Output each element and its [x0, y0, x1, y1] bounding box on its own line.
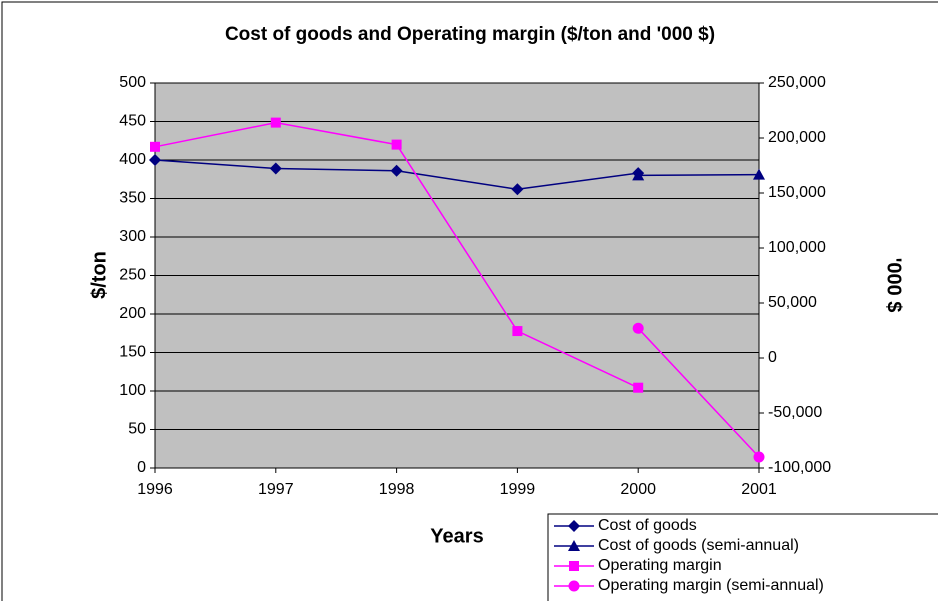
marker [633, 382, 644, 393]
marker [632, 169, 645, 181]
marker [269, 162, 282, 175]
y2-tick-label: 200,000 [768, 129, 826, 146]
y-tick-label: 100 [119, 382, 146, 399]
series-line [638, 173, 760, 177]
y2-tick-label: 250,000 [768, 74, 826, 91]
marker [390, 164, 403, 177]
marker [632, 322, 644, 334]
marker [149, 154, 161, 166]
y2-tick-label: 100,000 [768, 239, 826, 256]
marker [568, 520, 580, 532]
series-line [637, 327, 760, 458]
x-tick-label: 2000 [620, 481, 656, 498]
x-tick-label: 2001 [741, 481, 777, 498]
marker [569, 561, 579, 571]
legend-box [547, 513, 938, 601]
marker [568, 540, 580, 551]
y-tick-label: 450 [119, 113, 146, 130]
y2-axis-label: '000 $ [883, 258, 905, 313]
marker [512, 326, 523, 337]
marker [753, 451, 765, 463]
marker [150, 141, 160, 152]
y2-tick-label: 50,000 [768, 294, 817, 311]
legend-label: Operating margin (semi-annual) [598, 577, 824, 594]
marker [391, 139, 402, 150]
x-axis-label: Years [430, 525, 483, 547]
y-tick-label: 400 [119, 151, 146, 168]
chart-title: Cost of goods and Operating margin ($/to… [225, 24, 715, 45]
x-tick-label: 1996 [137, 481, 173, 498]
marker [753, 168, 765, 180]
x-tick-label: 1998 [379, 481, 415, 498]
x-tick-label: 1997 [258, 481, 294, 498]
y2-tick-label: -100,000 [768, 459, 831, 476]
y-tick-label: 200 [119, 305, 146, 322]
y-tick-label: 300 [119, 228, 146, 245]
marker [511, 183, 524, 196]
y2-tick-label: 0 [768, 349, 777, 366]
marker [270, 117, 281, 128]
x-tick-label: 1999 [500, 481, 536, 498]
y-tick-label: 50 [128, 421, 146, 438]
marker [568, 580, 580, 592]
y2-tick-label: -50,000 [768, 404, 822, 421]
y-tick-label: 150 [119, 344, 146, 361]
y-tick-label: 0 [137, 459, 146, 476]
y-tick-label: 250 [119, 267, 146, 284]
y2-tick-label: 150,000 [768, 184, 826, 201]
legend-label: Cost of goods [598, 517, 697, 534]
y-axis-label: $/ton [88, 251, 110, 299]
legend-label: Operating margin [598, 557, 722, 574]
legend-label: Cost of goods (semi-annual) [598, 537, 799, 554]
y-tick-label: 350 [119, 190, 146, 207]
y-tick-label: 500 [119, 74, 146, 91]
